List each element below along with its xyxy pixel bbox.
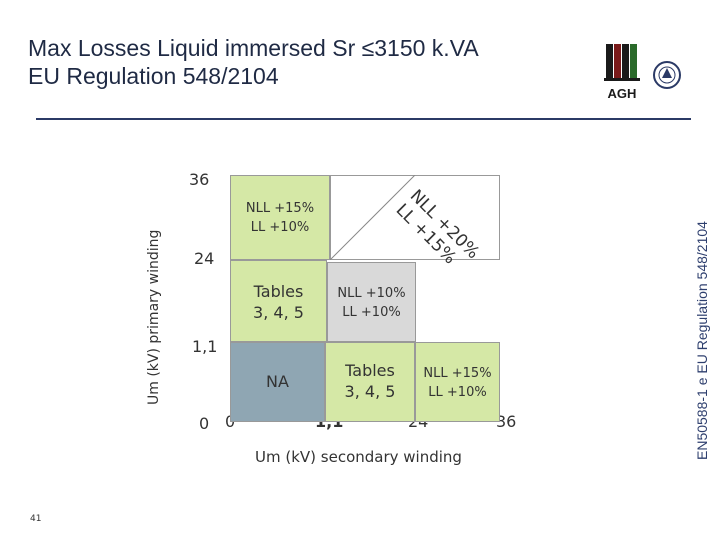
- y-tick-24: 24: [194, 249, 215, 268]
- y-tick-0: 0: [199, 414, 210, 433]
- diagonal-line: [330, 175, 416, 260]
- cell-bottom-right-nll: NLL +15%: [423, 366, 492, 381]
- cell-mid-left-line1: Tables: [253, 282, 304, 301]
- agh-logo-text: AGH: [608, 86, 637, 101]
- cell-top-right: [330, 175, 500, 260]
- cell-mid-center-nll: NLL +10%: [337, 286, 406, 301]
- cell-bottom-right: [415, 342, 500, 422]
- cell-top-left: [230, 175, 330, 260]
- y-tick-1-1: 1,1: [192, 337, 218, 356]
- cell-mid-center-ll: LL +10%: [342, 305, 401, 320]
- side-regulation-text: EN50588-1 e EU Regulation 548/2104: [694, 221, 710, 460]
- cell-bottom-center-line2: 3, 4, 5: [344, 382, 396, 401]
- cell-top-left-nll: NLL +15%: [245, 201, 315, 216]
- cell-mid-left: [230, 260, 327, 342]
- cell-mid-center: [327, 262, 416, 342]
- cell-bottom-center-text: Tables 3, 4, 5: [325, 360, 415, 402]
- title-line-2: EU Regulation 548/2104: [28, 63, 279, 89]
- university-seal: [652, 60, 682, 94]
- x-tick-36: 36: [496, 412, 517, 431]
- cell-mid-left-text: Tables 3, 4, 5: [230, 281, 327, 323]
- cell-top-left-ll: LL +10%: [250, 220, 310, 235]
- title-divider: [36, 118, 691, 120]
- cell-bottom-right-ll: LL +10%: [428, 385, 487, 400]
- title-line-1: Max Losses Liquid immersed Sr ≤3150 k.VA: [28, 35, 479, 61]
- slide-title: Max Losses Liquid immersed Sr ≤3150 k.VA…: [28, 34, 479, 90]
- y-tick-36: 36: [189, 170, 210, 189]
- cell-bottom-center-line1: Tables: [345, 361, 395, 380]
- cell-bottom-center: [325, 342, 415, 422]
- page-number: 41: [30, 514, 42, 524]
- cell-bottom-left-text: NA: [266, 372, 289, 391]
- y-axis-label: Um (kV) primary winding: [146, 229, 162, 405]
- cell-top-left-text: NLL +15% LL +10%: [230, 199, 330, 237]
- cell-bottom-right-text: NLL +15% LL +10%: [415, 364, 500, 402]
- cell-bottom-left: [230, 342, 325, 422]
- cell-mid-center-text: NLL +10% LL +10%: [327, 284, 416, 322]
- x-axis-label: Um (kV) secondary winding: [255, 448, 462, 466]
- agh-logo: AGH: [600, 42, 650, 106]
- cell-mid-left-line2: 3, 4, 5: [253, 303, 304, 322]
